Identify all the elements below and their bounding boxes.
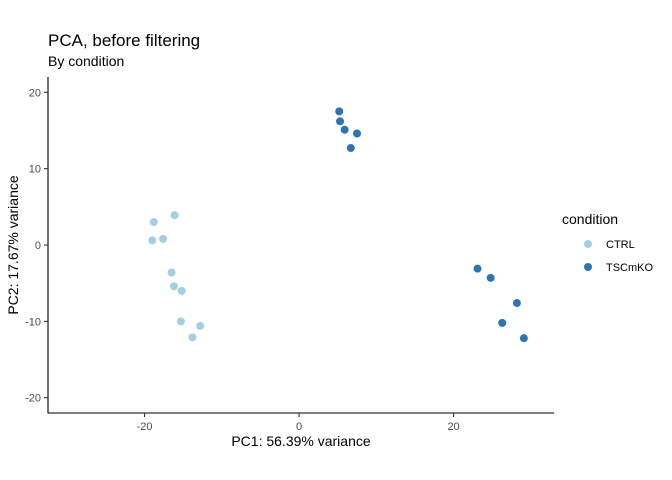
data-point-ctrl: [148, 236, 157, 245]
legend-key-ctrl: [584, 240, 592, 248]
x-axis-ticks: -20 0 20: [137, 413, 460, 433]
data-point-ctrl: [169, 282, 178, 291]
legend-label-tscmko: TSCmKO: [606, 262, 654, 274]
y-tick-label: 10: [29, 164, 41, 176]
x-axis-title: PC1: 56.39% variance: [231, 433, 371, 449]
legend: condition CTRL TSCmKO: [562, 211, 654, 274]
y-tick-label: -10: [25, 316, 41, 328]
chart-subtitle: By condition: [48, 53, 124, 69]
legend-key-tscmko: [584, 263, 592, 271]
data-point-ctrl: [170, 211, 179, 220]
y-tick-label: -20: [25, 393, 41, 405]
data-point-ctrl: [159, 234, 168, 243]
data-point-tscmko: [473, 264, 482, 273]
data-points: [148, 107, 528, 343]
plot-area: -20 0 20 -20 -10 0 10 20: [25, 77, 554, 433]
legend-label-ctrl: CTRL: [606, 239, 635, 251]
data-point-ctrl: [188, 333, 197, 342]
data-point-tscmko: [498, 318, 507, 327]
y-tick-label: 20: [29, 87, 41, 99]
data-point-tscmko: [512, 299, 521, 308]
data-point-tscmko: [486, 273, 495, 282]
y-tick-label: 0: [35, 240, 41, 252]
data-point-ctrl: [177, 286, 186, 295]
x-tick-label: 0: [296, 421, 302, 433]
data-point-tscmko: [346, 144, 355, 153]
data-point-tscmko: [335, 107, 344, 116]
data-point-tscmko: [340, 125, 349, 134]
y-axis-ticks: -20 -10 0 10 20: [25, 87, 48, 405]
y-axis-title: PC2: 17.67% variance: [5, 175, 21, 315]
legend-items: CTRL TSCmKO: [584, 239, 654, 274]
data-point-ctrl: [167, 268, 176, 277]
data-point-ctrl: [196, 321, 205, 330]
data-point-ctrl: [149, 218, 158, 227]
data-point-tscmko: [519, 334, 528, 343]
data-point-ctrl: [176, 317, 185, 326]
x-tick-label: 20: [447, 421, 459, 433]
x-tick-label: -20: [137, 421, 153, 433]
data-point-tscmko: [353, 129, 362, 138]
data-point-tscmko: [336, 117, 345, 126]
legend-title: condition: [562, 211, 618, 227]
chart-title: PCA, before filtering: [48, 31, 200, 50]
